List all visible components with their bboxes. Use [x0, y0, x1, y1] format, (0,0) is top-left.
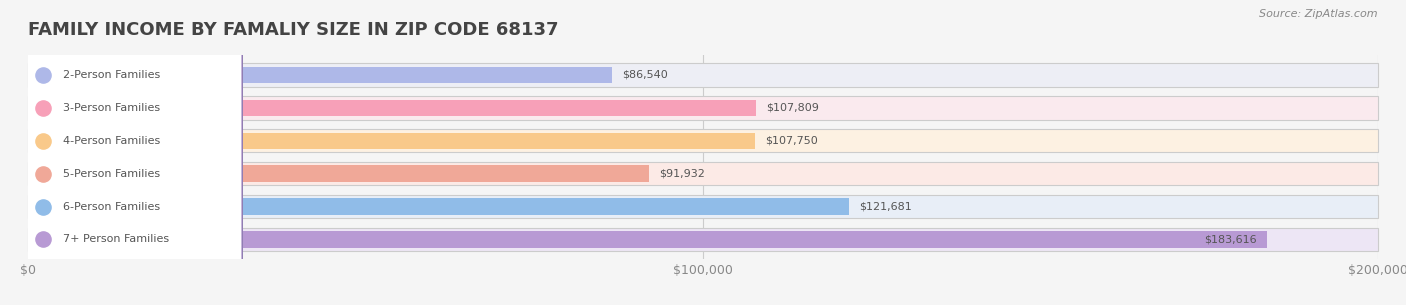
Bar: [28, 166, 648, 181]
FancyBboxPatch shape: [27, 0, 242, 305]
Text: 7+ Person Families: 7+ Person Families: [63, 235, 169, 245]
FancyBboxPatch shape: [27, 0, 242, 305]
Text: $86,540: $86,540: [623, 70, 668, 80]
Text: $107,750: $107,750: [765, 136, 818, 145]
Bar: [28, 66, 612, 83]
Bar: [28, 133, 755, 149]
Bar: [28, 63, 1378, 87]
Text: FAMILY INCOME BY FAMALIY SIZE IN ZIP CODE 68137: FAMILY INCOME BY FAMALIY SIZE IN ZIP COD…: [28, 21, 558, 39]
FancyBboxPatch shape: [27, 0, 242, 305]
Text: $107,809: $107,809: [766, 103, 818, 113]
Text: 4-Person Families: 4-Person Families: [63, 136, 160, 145]
Text: 2-Person Families: 2-Person Families: [63, 70, 160, 80]
Text: 6-Person Families: 6-Person Families: [63, 202, 160, 211]
FancyBboxPatch shape: [27, 0, 242, 305]
Text: $183,616: $183,616: [1205, 235, 1257, 245]
Bar: [28, 99, 755, 116]
Bar: [28, 162, 1378, 185]
Text: 5-Person Families: 5-Person Families: [63, 169, 160, 178]
FancyBboxPatch shape: [27, 0, 242, 305]
Bar: [28, 96, 1378, 120]
Bar: [28, 228, 1378, 251]
Point: [32, 171, 55, 176]
Bar: [28, 129, 1378, 152]
Bar: [28, 231, 1267, 248]
Point: [32, 204, 55, 209]
FancyBboxPatch shape: [27, 0, 242, 305]
Text: 3-Person Families: 3-Person Families: [63, 103, 160, 113]
Text: $121,681: $121,681: [859, 202, 912, 211]
Bar: [28, 199, 849, 215]
Point: [32, 237, 55, 242]
Bar: [28, 195, 1378, 218]
Text: Source: ZipAtlas.com: Source: ZipAtlas.com: [1260, 9, 1378, 19]
Point: [32, 105, 55, 110]
Point: [32, 138, 55, 143]
Point: [32, 72, 55, 77]
Text: $91,932: $91,932: [658, 169, 704, 178]
